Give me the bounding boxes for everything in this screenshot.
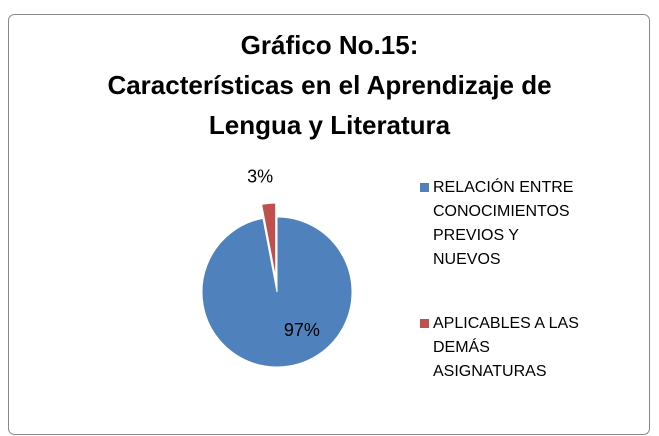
frame xyxy=(8,14,650,435)
legend-swatch xyxy=(420,183,429,192)
chart-title: Gráfico No.15: xyxy=(240,30,419,60)
legend-item: RELACIÓN ENTRE CONOCIMIENTOS PREVIOS Y N… xyxy=(420,176,583,272)
data-label: 97% xyxy=(284,320,320,340)
pie-slice xyxy=(261,202,277,279)
legend-item: APLICABLES A LAS DEMÁS ASIGNATURAS xyxy=(420,312,583,384)
data-label: 3% xyxy=(247,166,273,186)
legend-swatch xyxy=(420,319,429,328)
pie-slice xyxy=(201,216,353,368)
chart-title: Características en el Aprendizaje de xyxy=(107,70,552,100)
chart-title: Lengua y Literatura xyxy=(208,110,451,140)
